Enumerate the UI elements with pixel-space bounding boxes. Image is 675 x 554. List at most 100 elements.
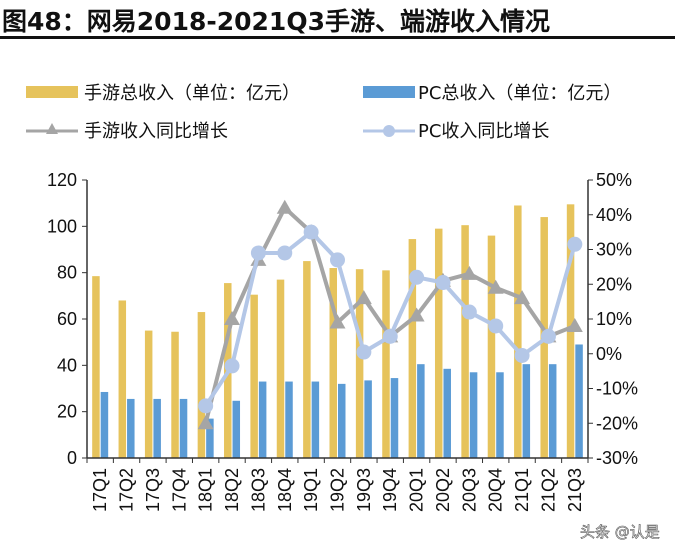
- x-tick-label: 21Q3: [565, 468, 585, 512]
- legend-label-mobile-revenue: 手游总收入（单位：亿元）: [84, 83, 300, 104]
- point-pc-growth: [461, 304, 477, 320]
- bar-pc-revenue: [206, 418, 214, 458]
- x-tick-label: 19Q1: [301, 468, 321, 512]
- point-pc-growth: [356, 344, 372, 360]
- bar-pc-revenue: [575, 344, 583, 458]
- point-mobile-growth: [514, 290, 531, 305]
- x-tick-label: 19Q2: [328, 468, 348, 512]
- bar-mobile-revenue: [171, 331, 179, 458]
- right-tick-label: -20%: [596, 413, 638, 433]
- left-tick-label: 20: [57, 402, 77, 422]
- point-pc-growth: [382, 328, 398, 344]
- title-divider: [0, 36, 675, 39]
- point-pc-growth: [198, 398, 214, 414]
- point-mobile-growth: [329, 314, 346, 329]
- left-tick-label: 0: [67, 448, 77, 468]
- bar-mobile-revenue: [408, 239, 417, 458]
- point-pc-growth: [514, 347, 530, 363]
- legend-swatch-pc-revenue: [363, 86, 415, 98]
- bar-pc-revenue: [232, 400, 241, 458]
- point-mobile-growth: [461, 265, 478, 280]
- x-tick-label: 17Q4: [169, 468, 189, 512]
- bar-pc-revenue: [390, 378, 399, 458]
- legend-triangle-icon: [46, 123, 58, 134]
- x-tick-label: 17Q2: [117, 468, 137, 512]
- bar-pc-revenue: [417, 364, 425, 458]
- point-pc-growth: [250, 245, 266, 261]
- point-pc-growth: [224, 358, 240, 374]
- point-mobile-growth: [487, 279, 504, 294]
- legend-label-mobile-growth: 手游收入同比增长: [84, 121, 228, 142]
- right-tick-label: 30%: [596, 240, 632, 260]
- x-tick-label: 19Q4: [380, 468, 400, 512]
- bar-mobile-revenue: [461, 225, 469, 458]
- x-tick-label: 20Q4: [486, 468, 506, 512]
- x-tick-label: 18Q3: [248, 468, 268, 512]
- x-tick-label: 19Q3: [354, 468, 374, 512]
- x-tick-label: 20Q3: [459, 468, 479, 512]
- bar-pc-revenue: [496, 372, 504, 458]
- bar-pc-revenue: [153, 398, 161, 458]
- legend-swatch-mobile-revenue: [26, 86, 78, 98]
- right-tick-label: 0%: [596, 344, 622, 364]
- point-mobile-growth: [566, 317, 583, 332]
- point-pc-growth: [330, 252, 345, 268]
- x-tick-label: 21Q1: [512, 468, 532, 512]
- bar-mobile-revenue: [144, 330, 153, 458]
- bar-pc-revenue: [285, 381, 293, 458]
- bar-mobile-revenue: [487, 235, 496, 458]
- x-tick-label: 20Q1: [407, 468, 427, 512]
- right-tick-label: 40%: [596, 205, 632, 225]
- bar-mobile-revenue: [355, 269, 364, 458]
- right-tick-label: 50%: [596, 170, 632, 190]
- point-mobile-growth: [408, 307, 425, 322]
- bar-mobile-revenue: [434, 228, 443, 458]
- bar-pc-revenue: [100, 391, 109, 458]
- right-tick-label: 20%: [596, 274, 632, 294]
- right-tick-label: -30%: [596, 448, 638, 468]
- chart-title: 图48：网易2018-2021Q3手游、端游收入情况: [2, 7, 550, 36]
- x-tick-label: 17Q1: [90, 468, 110, 512]
- x-tick-label: 18Q4: [275, 468, 295, 512]
- bar-mobile-revenue: [250, 294, 258, 458]
- legend-circle-icon: [383, 125, 395, 137]
- x-tick-label: 18Q1: [196, 468, 216, 512]
- right-tick-label: 10%: [596, 309, 632, 329]
- point-mobile-growth: [197, 415, 214, 430]
- left-tick-label: 100: [47, 216, 77, 236]
- bar-pc-revenue: [548, 364, 557, 458]
- watermark: 头条 @认是: [580, 523, 660, 541]
- bar-pc-revenue: [127, 398, 135, 458]
- point-mobile-growth: [355, 290, 372, 305]
- bar-mobile-revenue: [382, 270, 390, 458]
- bar-pc-revenue: [179, 398, 188, 458]
- x-tick-label: 21Q2: [538, 468, 558, 512]
- point-pc-growth: [567, 236, 583, 252]
- bar-pc-revenue: [364, 380, 372, 458]
- bar-pc-revenue: [311, 381, 320, 458]
- bar-pc-revenue: [443, 368, 451, 458]
- left-tick-label: 40: [57, 355, 77, 375]
- bar-pc-revenue: [258, 381, 267, 458]
- bar-pc-revenue: [338, 383, 346, 458]
- legend-label-pc-revenue: PC总收入（单位：亿元）: [418, 83, 621, 104]
- bar-mobile-revenue: [303, 261, 311, 458]
- bar-mobile-revenue: [329, 268, 337, 458]
- left-tick-label: 80: [57, 263, 77, 283]
- x-tick-label: 20Q2: [433, 468, 453, 512]
- point-pc-growth: [435, 275, 451, 291]
- point-pc-growth: [488, 318, 504, 334]
- left-tick-label: 60: [57, 309, 77, 329]
- point-pc-growth: [540, 328, 556, 344]
- x-tick-label: 17Q3: [143, 468, 163, 512]
- x-tick-label: 18Q2: [222, 468, 242, 512]
- point-pc-growth: [303, 224, 319, 240]
- bar-mobile-revenue: [118, 300, 127, 458]
- point-pc-growth: [277, 245, 293, 261]
- bar-mobile-revenue: [276, 279, 285, 458]
- bar-mobile-revenue: [197, 312, 206, 458]
- bar-mobile-revenue: [92, 276, 100, 458]
- bar-mobile-revenue: [514, 205, 522, 458]
- point-mobile-growth: [276, 199, 293, 214]
